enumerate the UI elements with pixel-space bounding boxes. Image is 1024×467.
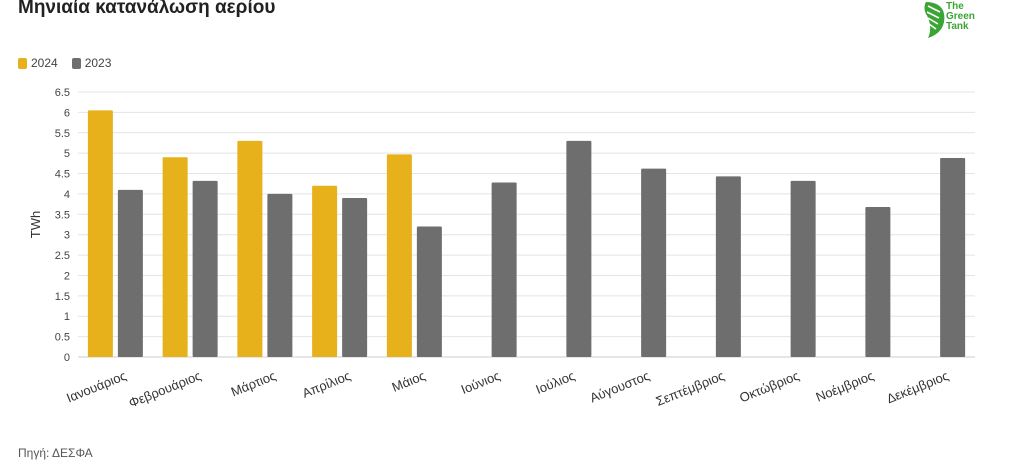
y-tick-label: 4.5 [55, 169, 70, 181]
x-tick-label: Νοέμβριος [814, 368, 876, 405]
bar-2024-1 [87, 110, 113, 357]
bar-2023-4 [342, 198, 368, 357]
leaf-icon [924, 2, 945, 38]
y-tick-label: 3.5 [55, 209, 70, 221]
x-tick-label: Οκτώβριος [737, 368, 801, 405]
bar-2023-7 [566, 140, 592, 357]
x-tick-label: Σεπτέμβριος [654, 368, 727, 409]
bar-2023-3 [267, 193, 293, 357]
y-tick-label: 0 [64, 352, 70, 364]
bar-2024-4 [312, 185, 338, 357]
chart-title: Μηνιαία κατανάλωση αερίου [18, 0, 276, 18]
x-tick-label: Δεκέμβριος [884, 368, 950, 406]
legend-label: 2023 [84, 56, 112, 70]
source-note: Πηγή: ΔΕΣΦΑ [18, 446, 93, 460]
bar-2023-5 [416, 226, 442, 357]
bar-2023-6 [491, 182, 517, 357]
x-tick-label: Απρίλιος [300, 368, 353, 401]
y-tick-label: 5.5 [55, 128, 70, 140]
bar-2023-10 [790, 180, 816, 357]
y-tick-label: 0.5 [55, 332, 70, 344]
x-tick-label: Μάιος [390, 368, 428, 395]
the-green-tank-logo: The Green Tank [922, 0, 986, 42]
legend-swatch [71, 57, 81, 69]
x-tick-label: Ιούλιος [534, 368, 577, 397]
legend-item-2023[interactable]: 2023 [71, 56, 112, 70]
bar-2023-1 [117, 189, 143, 357]
y-tick-label: 2.5 [55, 250, 70, 262]
chart-legend: 2024 2023 [18, 56, 111, 70]
logo-line: Green [946, 11, 975, 22]
legend-label: 2024 [31, 56, 58, 70]
legend-item-2024[interactable]: 2024 [18, 56, 58, 70]
bar-2023-8 [641, 168, 667, 357]
y-tick-label: 6.5 [55, 87, 70, 99]
bar-2023-12 [940, 158, 966, 357]
y-tick-label: 5 [64, 148, 70, 160]
y-tick-label: 1.5 [55, 291, 70, 303]
y-axis-label: TWh [28, 211, 43, 238]
x-tick-label: Αύγουστος [588, 368, 652, 406]
bar-2024-5 [386, 154, 412, 357]
x-tick-label: Ιανουάριος [64, 368, 128, 406]
x-tick-label: Ιούνιος [459, 368, 502, 397]
bar-2024-3 [237, 140, 263, 357]
bar-2023-9 [715, 176, 741, 357]
x-tick-label: Μάρτιος [229, 368, 278, 400]
logo-line: Tank [946, 21, 969, 32]
legend-swatch [18, 57, 27, 69]
y-tick-label: 3 [64, 230, 70, 242]
bar-chart: 0 0.5 1 1.5 2 2.5 3 3.5 4 4.5 5 5.5 6 6.5 TWh Ιανουάριο… [28, 87, 975, 411]
y-tick-label: 1 [64, 311, 70, 323]
y-tick-label: 6 [64, 107, 70, 119]
bar-2023-11 [865, 206, 891, 357]
x-tick-label: Φεβρουάριος [127, 368, 204, 411]
y-tick-label: 4 [64, 189, 70, 201]
logo-line: The [946, 1, 964, 12]
bar-2024-2 [162, 157, 188, 357]
bar-2023-2 [192, 180, 218, 357]
y-tick-label: 2 [64, 270, 70, 282]
